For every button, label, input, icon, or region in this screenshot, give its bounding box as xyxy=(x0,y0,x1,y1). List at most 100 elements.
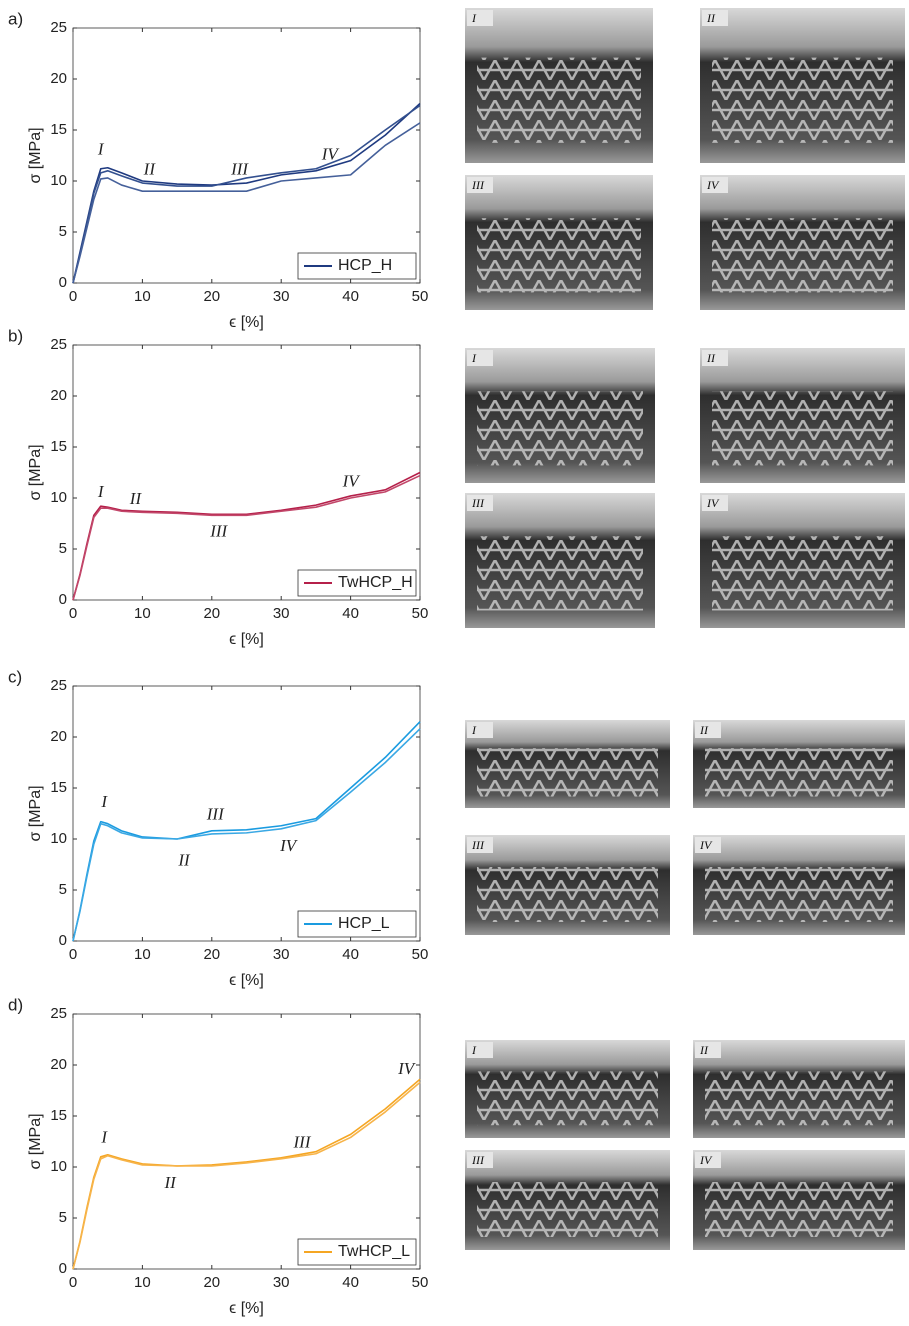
photo-lattice xyxy=(477,748,658,796)
photo-label: II xyxy=(699,723,709,737)
y-tick-label: 10 xyxy=(50,489,67,506)
photo-lattice xyxy=(705,1071,893,1125)
panel-label: d) xyxy=(8,995,23,1014)
photo-lattice xyxy=(477,1071,658,1125)
photo-label: III xyxy=(471,178,485,192)
y-axis-label: σ [MPa] xyxy=(27,785,44,841)
photo-lattice xyxy=(477,536,643,610)
y-tick-label: 20 xyxy=(50,70,67,87)
photo-label: IV xyxy=(706,178,720,192)
photo-label-bg xyxy=(467,350,493,366)
photo-lattice xyxy=(477,58,641,143)
x-tick-label: 20 xyxy=(203,288,220,305)
x-tick-label: 10 xyxy=(134,605,151,622)
y-tick-label: 0 xyxy=(59,274,67,291)
photo-label: II xyxy=(699,1043,709,1057)
x-axis-label: ϵ [%] xyxy=(229,631,264,648)
photo-label-bg xyxy=(467,1042,493,1058)
photo-label: III xyxy=(471,1153,485,1167)
panel: a)051015202501020304050ϵ [%]σ [MPa]IIIII… xyxy=(8,8,905,331)
y-tick-label: 25 xyxy=(50,677,67,694)
x-tick-label: 10 xyxy=(134,946,151,963)
photo-lattice xyxy=(712,536,893,610)
y-tick-label: 0 xyxy=(59,932,67,949)
x-tick-label: 40 xyxy=(342,605,359,622)
annotation: IV xyxy=(279,836,299,855)
plot-area xyxy=(73,1014,420,1269)
y-tick-label: 0 xyxy=(59,591,67,608)
annotation: III xyxy=(209,522,228,541)
photo-lattice xyxy=(712,391,893,465)
x-tick-label: 50 xyxy=(412,1274,429,1291)
photo-lattice xyxy=(705,748,893,796)
annotation: IV xyxy=(397,1059,417,1078)
photo-label-bg xyxy=(702,10,728,26)
photo-label-bg xyxy=(695,1042,721,1058)
annotation: IV xyxy=(321,144,341,163)
y-tick-label: 15 xyxy=(50,1107,67,1124)
x-axis-label: ϵ [%] xyxy=(229,314,264,331)
y-axis-label: σ [MPa] xyxy=(27,1113,44,1169)
x-tick-label: 30 xyxy=(273,605,290,622)
x-tick-label: 40 xyxy=(342,946,359,963)
x-tick-label: 20 xyxy=(203,605,220,622)
annotation: IV xyxy=(342,472,362,491)
photo-label: II xyxy=(706,11,716,25)
legend-label: HCP_L xyxy=(338,915,390,932)
x-tick-label: 0 xyxy=(69,1274,77,1291)
y-tick-label: 15 xyxy=(50,438,67,455)
photo-label: III xyxy=(471,838,485,852)
annotation: II xyxy=(177,850,191,869)
y-tick-label: 10 xyxy=(50,830,67,847)
photo-label-bg xyxy=(702,350,728,366)
y-tick-label: 20 xyxy=(50,728,67,745)
photo-lattice xyxy=(477,391,643,465)
y-tick-label: 25 xyxy=(50,19,67,36)
photo-lattice xyxy=(712,218,893,292)
x-tick-label: 50 xyxy=(412,946,429,963)
x-axis-label: ϵ [%] xyxy=(229,972,264,989)
y-tick-label: 25 xyxy=(50,336,67,353)
photo-lattice xyxy=(477,218,641,292)
photo-label-bg xyxy=(467,722,493,738)
y-tick-label: 5 xyxy=(59,1209,67,1226)
y-axis-label: σ [MPa] xyxy=(27,127,44,183)
photo-lattice xyxy=(477,867,658,922)
x-tick-label: 20 xyxy=(203,946,220,963)
x-tick-label: 10 xyxy=(134,1274,151,1291)
photo-label: IV xyxy=(706,496,720,510)
annotation: III xyxy=(230,160,249,179)
y-tick-label: 10 xyxy=(50,172,67,189)
annotation: II xyxy=(129,489,143,508)
plot-area xyxy=(73,28,420,283)
plot-area xyxy=(73,686,420,941)
x-tick-label: 50 xyxy=(412,288,429,305)
x-tick-label: 0 xyxy=(69,288,77,305)
photo-label: IV xyxy=(699,1153,713,1167)
x-tick-label: 30 xyxy=(273,288,290,305)
photo-lattice xyxy=(477,1182,658,1237)
y-axis-label: σ [MPa] xyxy=(27,444,44,500)
panel-label: c) xyxy=(8,667,22,686)
x-tick-label: 10 xyxy=(134,288,151,305)
plot-area xyxy=(73,345,420,600)
photo-label: IV xyxy=(699,838,713,852)
x-axis-label: ϵ [%] xyxy=(229,1300,264,1317)
x-tick-label: 0 xyxy=(69,605,77,622)
y-tick-label: 15 xyxy=(50,779,67,796)
y-tick-label: 25 xyxy=(50,1005,67,1022)
x-tick-label: 40 xyxy=(342,1274,359,1291)
panel-label: b) xyxy=(8,326,23,345)
photo-lattice xyxy=(705,1182,893,1237)
y-tick-label: 20 xyxy=(50,387,67,404)
x-tick-label: 30 xyxy=(273,946,290,963)
photo-label: III xyxy=(471,496,485,510)
x-tick-label: 50 xyxy=(412,605,429,622)
y-tick-label: 5 xyxy=(59,223,67,240)
legend-label: HCP_H xyxy=(338,257,392,274)
legend-label: TwHCP_H xyxy=(338,574,413,591)
annotation: III xyxy=(206,804,225,823)
